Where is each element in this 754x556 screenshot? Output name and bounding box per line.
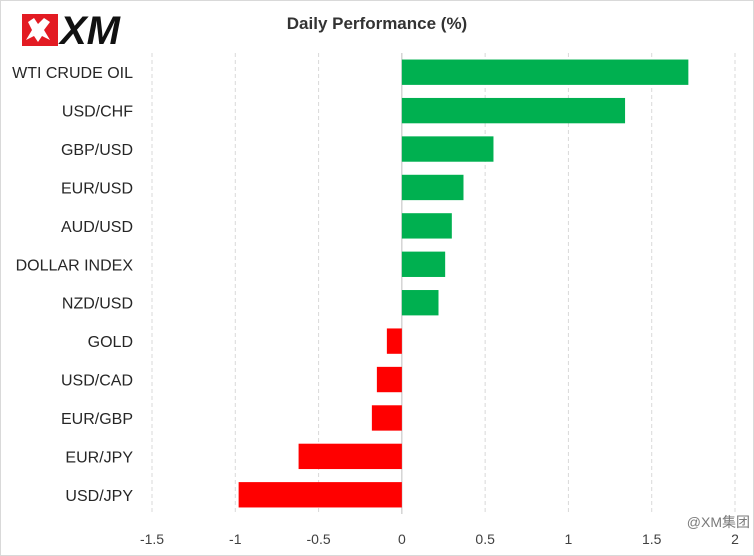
category-label: DOLLAR INDEX [16,257,134,274]
xm-logo-text: XM [58,10,122,50]
category-label: WTI CRUDE OIL [12,65,133,82]
bars [238,59,689,508]
x-tick-label: -1.5 [140,531,164,547]
bar [386,328,402,354]
x-tick-label: 0.5 [475,531,495,547]
x-tick-label: 1 [565,531,573,547]
xm-logo: XM [22,10,122,50]
category-label: USD/JPY [65,488,133,505]
grid-lines [151,53,736,514]
x-axis-ticks: -1.5 -1 -0.5 0 0.5 1 1.5 2 [140,531,739,547]
category-label: GBP/USD [61,142,133,159]
bar [238,482,402,508]
bar [401,213,452,239]
category-labels: WTI CRUDE OIL USD/CHF GBP/USD EUR/USD AUD/US… [12,65,133,505]
bar [401,290,439,316]
bar [401,59,689,85]
category-label: NZD/USD [62,296,133,313]
category-label: USD/CAD [61,373,133,390]
x-tick-label: 2 [731,531,739,547]
bar [401,136,494,162]
bar [298,443,402,470]
chart-title: Daily Performance (%) [287,14,467,33]
category-label: AUD/USD [61,219,133,236]
bar [401,174,464,201]
x-tick-label: 0 [398,531,406,547]
watermark: @XM集团 [687,514,750,530]
xm-logo-emblem-icon [22,14,58,46]
bar [401,97,626,124]
bar [401,251,446,277]
x-tick-label: -1 [229,531,242,547]
category-label: EUR/USD [61,180,133,197]
category-label: EUR/GBP [61,411,133,428]
category-label: EUR/JPY [65,449,133,466]
category-label: USD/CHF [62,104,133,121]
x-tick-label: 1.5 [642,531,662,547]
x-tick-label: -0.5 [307,531,331,547]
bar [371,405,402,431]
category-label: GOLD [88,334,133,351]
bar [376,366,402,393]
